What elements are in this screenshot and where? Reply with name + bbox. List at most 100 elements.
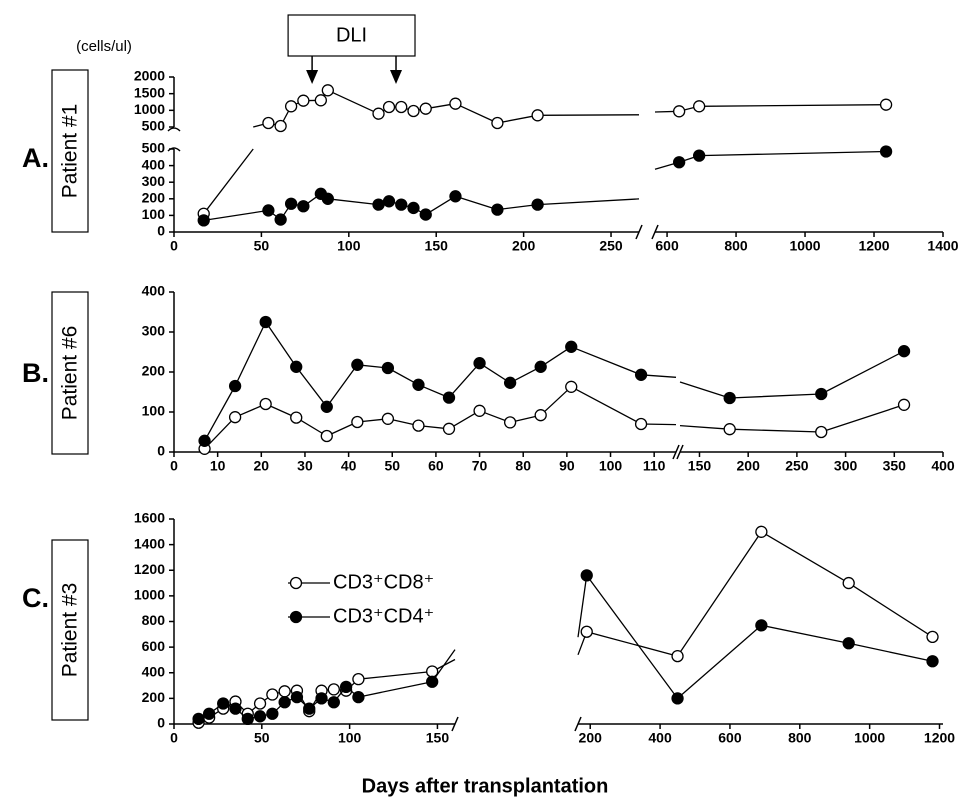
data-point	[198, 434, 211, 447]
data-point	[419, 208, 432, 221]
x-tick-label: 800	[788, 730, 812, 746]
data-point	[381, 412, 395, 425]
x-tick-label: 30	[297, 458, 313, 474]
data-point	[284, 197, 298, 210]
x-tick-label: 300	[834, 458, 858, 474]
x-tick-label: 0	[170, 730, 178, 746]
data-point	[879, 98, 893, 111]
data-point	[297, 200, 310, 213]
data-point	[321, 84, 334, 97]
x-tick-label: 800	[724, 238, 748, 254]
data-point	[228, 411, 242, 424]
data-point	[755, 525, 768, 538]
x-tick-label: 150	[688, 458, 712, 474]
x-tick-label: 1000	[789, 238, 820, 254]
axis-break	[635, 224, 643, 240]
legend-label: CD3⁺CD8⁺	[333, 571, 434, 593]
data-point	[842, 637, 855, 650]
panel-label: B.	[22, 358, 49, 388]
x-tick-label: 50	[254, 730, 270, 746]
data-point	[879, 145, 893, 158]
y-tick-label: 400	[142, 663, 166, 679]
data-point	[241, 712, 254, 726]
x-tick-label: 10	[210, 458, 226, 474]
data-point	[192, 712, 205, 726]
axis-break	[672, 444, 680, 460]
x-tick-label: 90	[559, 458, 575, 474]
y-tick-label: 500	[142, 118, 166, 134]
y-tick-label: 1200	[134, 561, 165, 577]
data-point	[284, 100, 298, 113]
series-line	[198, 575, 933, 720]
data-point	[278, 685, 291, 698]
data-point	[842, 576, 855, 590]
data-point	[692, 100, 706, 113]
data-point	[534, 409, 547, 422]
x-tick-label: 50	[384, 458, 400, 474]
y-tick-label: 400	[142, 283, 166, 299]
data-point	[290, 360, 303, 373]
data-point	[926, 655, 939, 668]
data-point	[565, 340, 578, 353]
data-point	[442, 422, 456, 435]
data-point	[634, 368, 648, 381]
data-point	[327, 696, 340, 709]
data-point	[580, 569, 593, 582]
axis-break	[676, 444, 684, 460]
legend-marker	[289, 610, 303, 624]
y-tick-label: 200	[142, 689, 166, 705]
data-point	[672, 156, 686, 169]
data-point	[262, 204, 275, 217]
x-tick-label: 1400	[927, 238, 958, 254]
data-point	[395, 100, 408, 114]
data-point	[352, 673, 365, 686]
data-point	[253, 710, 267, 723]
patient-title: Patient #1	[59, 104, 82, 199]
x-tick-label: 150	[425, 238, 449, 254]
legend-marker	[289, 576, 303, 590]
patient-box	[51, 291, 89, 455]
y-tick-label: 0	[157, 223, 165, 239]
x-tick-label: 70	[472, 458, 488, 474]
data-point	[407, 201, 420, 215]
x-tick-label: 150	[426, 730, 450, 746]
x-tick-label: 80	[515, 458, 531, 474]
legend-label: CD3⁺CD4⁺	[333, 605, 434, 627]
data-point	[815, 425, 828, 439]
data-point	[897, 398, 911, 411]
data-point	[672, 105, 686, 118]
x-tick-label: 20	[254, 458, 270, 474]
data-point	[229, 702, 242, 715]
data-point	[412, 378, 425, 391]
x-tick-label: 250	[785, 458, 809, 474]
y-tick-label: 100	[142, 403, 166, 419]
axis-break	[167, 127, 181, 152]
data-point	[253, 697, 267, 710]
axis-break	[651, 224, 659, 240]
axis-break	[574, 716, 582, 732]
data-point	[290, 690, 304, 704]
data-point	[534, 360, 547, 373]
data-point	[372, 198, 385, 211]
x-tick-label: 60	[428, 458, 444, 474]
data-point	[723, 391, 736, 405]
x-tick-label: 0	[170, 238, 178, 254]
y-tick-label: 1000	[134, 101, 165, 117]
data-point	[723, 423, 736, 436]
x-tick-label: 0	[170, 458, 178, 474]
data-point	[412, 419, 425, 432]
data-point	[217, 697, 230, 710]
data-point	[442, 391, 456, 404]
data-point	[671, 692, 684, 705]
y-tick-label: 500	[142, 140, 166, 156]
data-point	[491, 203, 504, 216]
data-point	[755, 619, 768, 632]
annotation-box	[287, 14, 416, 57]
data-point	[634, 417, 648, 431]
data-point	[671, 649, 684, 663]
x-tick-label: 400	[648, 730, 672, 746]
data-point	[426, 675, 439, 688]
data-point	[202, 707, 216, 720]
panel-label: C.	[22, 583, 49, 613]
